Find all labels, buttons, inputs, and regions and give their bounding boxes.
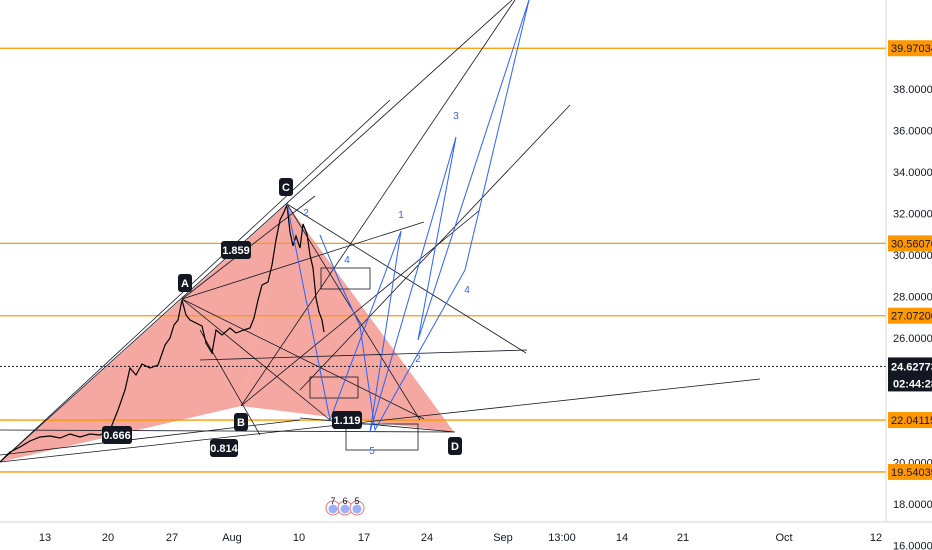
price-tick-label: 28.00000 [893, 291, 932, 303]
trend-line [240, 209, 481, 407]
ratio-labels: 0.666 1.859 0.814 1.119 [102, 241, 362, 457]
level-tag [888, 235, 932, 252]
ratio-badge [332, 411, 362, 429]
time-tick-label: Aug [222, 532, 242, 544]
price-axis: 16.0000018.0000020.0000026.0000028.00000… [885, 0, 932, 550]
abc-triangle [182, 204, 287, 406]
level-tag-label: 30.56070 [891, 238, 932, 250]
ratio-label: 1.119 [334, 415, 361, 427]
target-box [309, 376, 359, 399]
level-lines [0, 47, 886, 473]
trend-line [0, 99, 391, 463]
price-tick-label: 16.00000 [893, 540, 932, 550]
trend-line [286, 203, 527, 354]
projection-wave [286, 0, 530, 433]
level-tag [888, 412, 932, 429]
time-tick-label: 12 [870, 532, 882, 544]
pattern-point-badge [448, 437, 462, 455]
wave-labels: 2 1 2 3 4 4 5 [303, 111, 470, 457]
xab-triangle [0, 299, 241, 462]
ratio-label: 1.859 [222, 245, 250, 257]
flag-icon [340, 504, 350, 514]
wave-label: 4 [464, 285, 470, 296]
current-price-badge [888, 357, 932, 392]
time-tick-label: Sep [493, 532, 513, 544]
projection-wave [319, 0, 530, 432]
pattern-point-labels: A B C D [178, 178, 462, 455]
price-tick-label: 26.00000 [893, 333, 932, 345]
time-tick-label: 13:00 [548, 532, 576, 544]
ratio-label: 0.814 [210, 443, 238, 455]
time-tick-label: Oct [775, 532, 792, 544]
time-tick-label: 13 [39, 532, 51, 544]
trend-line [0, 429, 455, 433]
pattern-point-badge [279, 178, 293, 196]
event-count-label: 7 [330, 496, 335, 506]
trend-line [199, 329, 261, 436]
target-box [345, 423, 419, 451]
event-count-label: 6 [342, 496, 347, 506]
level-tag-label: 19.54039 [891, 467, 932, 479]
time-tick-label: 17 [358, 532, 370, 544]
price-line [0, 202, 325, 463]
pattern-point-label: C [282, 182, 290, 194]
time-tick-label: 21 [677, 532, 689, 544]
flag-icon [328, 504, 338, 514]
level-tag-label: 39.97034 [891, 43, 932, 55]
price-tick-label: 18.00000 [893, 499, 932, 511]
event-marker[interactable]: 7 [325, 496, 341, 516]
trend-line [181, 298, 331, 421]
wave-label: 1 [398, 210, 404, 221]
pattern-point-label: A [181, 278, 189, 290]
event-marker[interactable]: 6 [337, 496, 353, 516]
price-tick-label: 38.00000 [893, 84, 932, 96]
target-box [320, 267, 371, 290]
trend-line [240, 0, 516, 407]
ratio-label: 0.666 [103, 430, 131, 442]
current-price-tag: 24.62773 02:44:28 [888, 357, 932, 392]
level-tag [888, 40, 932, 57]
pattern-point-label: B [237, 417, 245, 429]
level-tag [888, 463, 932, 480]
trend-line [0, 0, 513, 463]
time-axis: 13 20 27 Aug 10 17 24 Sep 13:00 14 21 Oct 12 [0, 521, 932, 544]
time-tick-label: 20 [102, 532, 114, 544]
pattern-point-badge [178, 274, 192, 292]
wave-label: 5 [369, 446, 375, 457]
pattern-fills [0, 204, 454, 462]
ratio-badge [221, 241, 251, 259]
price-tick-label: 30.00000 [893, 250, 932, 262]
current-price-label: 24.62773 [891, 361, 932, 373]
wave-label: 2 [415, 354, 421, 365]
level-tag [888, 307, 932, 324]
price-tick-label: 34.00000 [893, 167, 932, 179]
price-tick-label: 32.00000 [893, 209, 932, 221]
event-marker[interactable]: 5 [349, 496, 365, 516]
ratio-badge [102, 426, 132, 444]
ratio-badge [210, 439, 238, 457]
trend-line [181, 298, 425, 420]
wave-label: 2 [303, 208, 309, 219]
time-tick-label: 14 [616, 532, 628, 544]
time-tick-label: 27 [166, 532, 178, 544]
pattern-point-badge [234, 413, 248, 431]
event-count-label: 5 [354, 496, 359, 506]
time-tick-label: 10 [293, 532, 305, 544]
time-tick-label: 24 [421, 532, 433, 544]
wave-label: 3 [453, 111, 459, 122]
price-tick-label: 36.00000 [893, 126, 932, 138]
wave-label: 4 [344, 255, 350, 266]
trend-line [181, 221, 425, 300]
countdown-label: 02:44:28 [893, 378, 932, 390]
level-tag-label: 22.04115 [891, 415, 932, 427]
pattern-point-label: D [451, 441, 459, 453]
trend-line [0, 419, 301, 456]
drawn-boxes [309, 267, 419, 451]
level-tag-label: 27.07200 [891, 311, 932, 323]
level-tags: 39.97034 30.56070 27.07200 22.04115 19.54039 [888, 40, 932, 480]
bcd-triangle [241, 204, 454, 432]
flag-icon [352, 504, 362, 514]
